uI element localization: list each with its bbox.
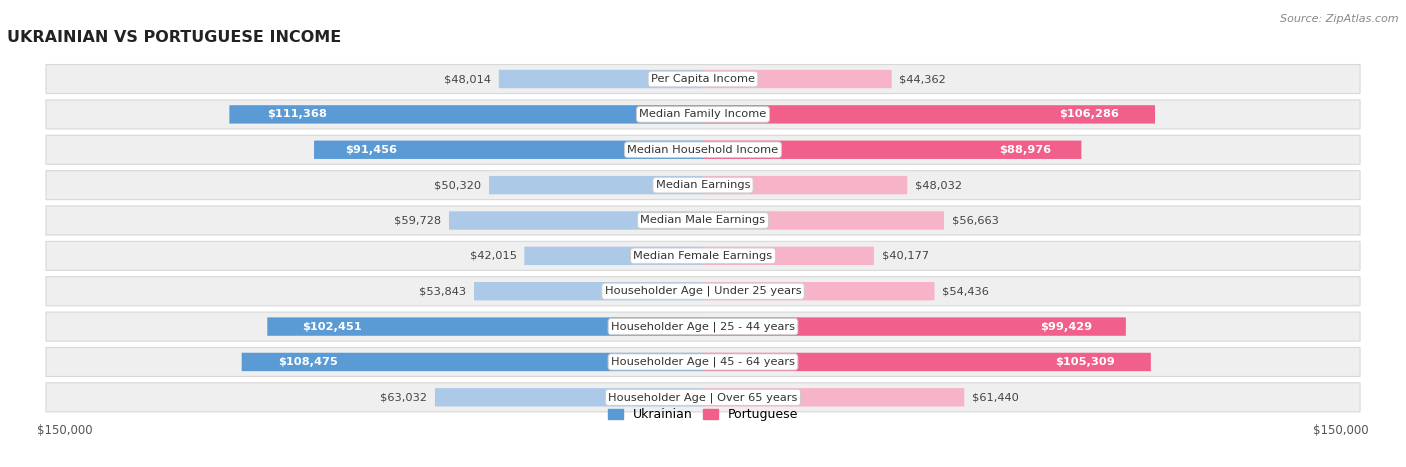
FancyBboxPatch shape <box>46 383 1360 412</box>
FancyBboxPatch shape <box>703 247 875 265</box>
FancyBboxPatch shape <box>46 206 1360 235</box>
Text: $42,015: $42,015 <box>470 251 516 261</box>
Text: $105,309: $105,309 <box>1056 357 1115 367</box>
Text: $102,451: $102,451 <box>302 322 361 332</box>
FancyBboxPatch shape <box>703 388 965 406</box>
FancyBboxPatch shape <box>703 282 935 300</box>
Text: $111,368: $111,368 <box>267 109 328 120</box>
Text: Source: ZipAtlas.com: Source: ZipAtlas.com <box>1281 14 1399 24</box>
Text: Householder Age | 45 - 64 years: Householder Age | 45 - 64 years <box>612 357 794 367</box>
Text: $54,436: $54,436 <box>942 286 988 296</box>
FancyBboxPatch shape <box>242 353 703 371</box>
FancyBboxPatch shape <box>703 70 891 88</box>
FancyBboxPatch shape <box>46 64 1360 93</box>
FancyBboxPatch shape <box>46 170 1360 199</box>
FancyBboxPatch shape <box>46 347 1360 376</box>
Text: $108,475: $108,475 <box>278 357 339 367</box>
FancyBboxPatch shape <box>703 141 1081 159</box>
FancyBboxPatch shape <box>267 318 703 336</box>
Text: $106,286: $106,286 <box>1059 109 1119 120</box>
Text: $61,440: $61,440 <box>972 392 1019 402</box>
Text: Per Capita Income: Per Capita Income <box>651 74 755 84</box>
Text: Median Family Income: Median Family Income <box>640 109 766 120</box>
FancyBboxPatch shape <box>474 282 703 300</box>
Text: $63,032: $63,032 <box>380 392 427 402</box>
FancyBboxPatch shape <box>489 176 703 194</box>
FancyBboxPatch shape <box>46 277 1360 306</box>
FancyBboxPatch shape <box>46 135 1360 164</box>
Text: $40,177: $40,177 <box>882 251 928 261</box>
FancyBboxPatch shape <box>703 318 1126 336</box>
Text: $48,032: $48,032 <box>915 180 962 190</box>
Text: $91,456: $91,456 <box>346 145 396 155</box>
Text: Median Male Earnings: Median Male Earnings <box>641 215 765 226</box>
Text: $50,320: $50,320 <box>434 180 481 190</box>
Text: Median Female Earnings: Median Female Earnings <box>634 251 772 261</box>
FancyBboxPatch shape <box>499 70 703 88</box>
Text: $56,663: $56,663 <box>952 215 998 226</box>
Text: Householder Age | Under 25 years: Householder Age | Under 25 years <box>605 286 801 297</box>
Text: Median Earnings: Median Earnings <box>655 180 751 190</box>
FancyBboxPatch shape <box>46 312 1360 341</box>
Text: $44,362: $44,362 <box>900 74 946 84</box>
Text: $88,976: $88,976 <box>1000 145 1052 155</box>
Text: $59,728: $59,728 <box>394 215 441 226</box>
FancyBboxPatch shape <box>46 100 1360 129</box>
FancyBboxPatch shape <box>703 176 907 194</box>
FancyBboxPatch shape <box>434 388 703 406</box>
FancyBboxPatch shape <box>314 141 703 159</box>
FancyBboxPatch shape <box>524 247 703 265</box>
Text: $48,014: $48,014 <box>444 74 491 84</box>
FancyBboxPatch shape <box>449 211 703 230</box>
Text: Householder Age | Over 65 years: Householder Age | Over 65 years <box>609 392 797 403</box>
Text: UKRAINIAN VS PORTUGUESE INCOME: UKRAINIAN VS PORTUGUESE INCOME <box>7 30 342 45</box>
FancyBboxPatch shape <box>703 353 1152 371</box>
Text: Householder Age | 25 - 44 years: Householder Age | 25 - 44 years <box>612 321 794 332</box>
FancyBboxPatch shape <box>703 105 1154 124</box>
FancyBboxPatch shape <box>703 211 943 230</box>
Text: $99,429: $99,429 <box>1040 322 1092 332</box>
FancyBboxPatch shape <box>46 241 1360 270</box>
Text: $53,843: $53,843 <box>419 286 467 296</box>
Text: Median Household Income: Median Household Income <box>627 145 779 155</box>
FancyBboxPatch shape <box>229 105 703 124</box>
Legend: Ukrainian, Portuguese: Ukrainian, Portuguese <box>607 408 799 421</box>
